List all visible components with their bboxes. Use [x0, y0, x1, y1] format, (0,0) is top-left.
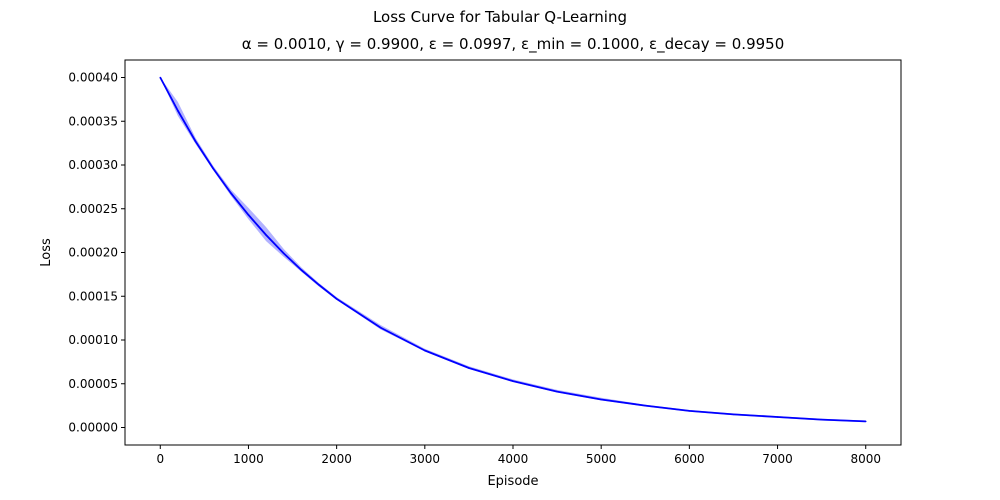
axes-frame	[124, 59, 902, 446]
x-tick-label: 6000	[674, 452, 705, 466]
chart-title: α = 0.0010, γ = 0.9900, ε = 0.0997, ε_mi…	[241, 35, 785, 53]
data-point	[556, 390, 558, 393]
series-0-band	[160, 77, 866, 423]
data-point	[776, 416, 779, 418]
data-point	[212, 167, 214, 170]
y-tick-label: 0.00000	[68, 421, 118, 435]
y-axis-label: Loss	[39, 238, 54, 267]
plot-area	[159, 76, 867, 423]
data-point	[512, 380, 514, 382]
data-point	[688, 410, 691, 412]
y-tick-label: 0.00030	[68, 158, 118, 172]
data-point	[159, 76, 162, 79]
x-tick-label: 0	[156, 452, 164, 466]
y-tick-label: 0.00010	[68, 333, 118, 347]
x-axis: 0 1000 2000 3000 4000 5000 6000 7000 8000	[156, 445, 881, 466]
x-tick-label: 4000	[498, 452, 529, 466]
x-tick-label: 7000	[762, 452, 793, 466]
figure-suptitle: Loss Curve for Tabular Q-Learning	[372, 8, 628, 26]
y-tick-label: 0.00040	[68, 71, 118, 85]
x-tick-label: 5000	[586, 452, 617, 466]
x-tick-label: 1000	[233, 452, 264, 466]
y-tick-label: 0.00020	[68, 246, 118, 260]
series-0-line	[159, 77, 866, 423]
y-tick-label: 0.00025	[68, 202, 118, 216]
x-axis-label: Episode	[487, 474, 538, 489]
data-point	[335, 298, 338, 300]
data-point	[732, 413, 735, 416]
x-tick-label: 2000	[321, 452, 352, 466]
data-point	[177, 109, 179, 112]
y-tick-label: 0.00015	[68, 289, 118, 303]
data-point	[300, 269, 303, 271]
x-tick-label: 8000	[850, 452, 881, 466]
data-point	[820, 418, 823, 421]
data-point	[194, 140, 197, 143]
data-point	[230, 192, 232, 194]
data-point	[379, 326, 382, 329]
data-point	[282, 252, 285, 255]
data-point	[265, 234, 267, 236]
x-tick-label: 3000	[410, 452, 441, 466]
data-point	[644, 404, 647, 407]
data-point	[424, 349, 426, 352]
data-point	[600, 398, 602, 401]
data-point	[468, 367, 470, 369]
data-point	[318, 284, 320, 286]
data-point	[864, 420, 867, 423]
y-tick-label: 0.00005	[68, 377, 118, 391]
y-tick-label: 0.00035	[68, 114, 118, 128]
y-axis: 0.00000 0.00005 0.00010 0.00015 0.00020 0.000…	[68, 71, 125, 435]
data-point	[247, 214, 250, 216]
